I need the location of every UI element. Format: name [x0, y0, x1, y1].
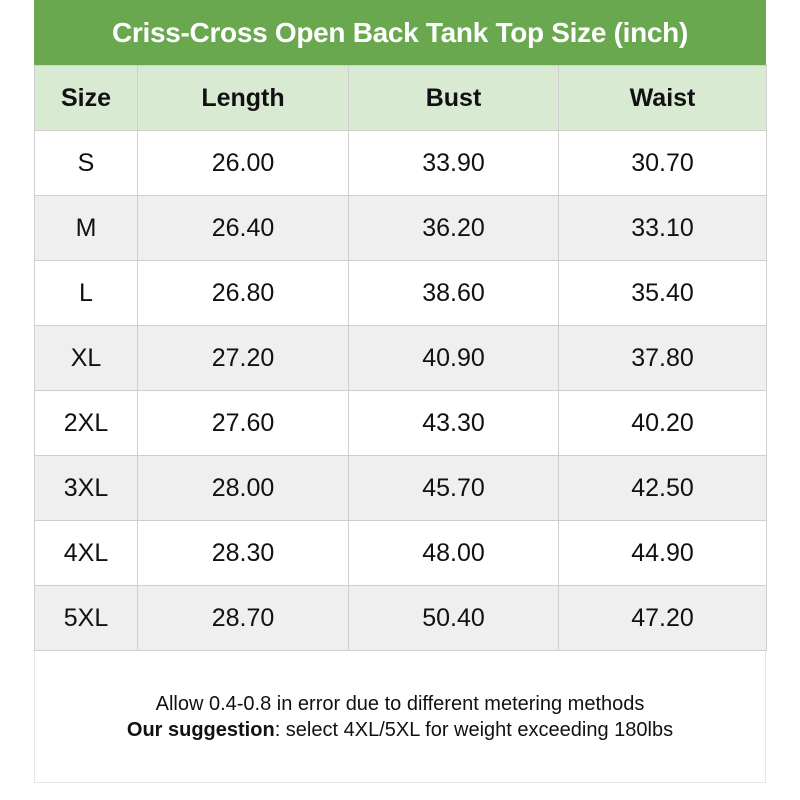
cell-length: 28.00	[137, 455, 349, 521]
suggestion-text: : select 4XL/5XL for weight exceeding 18…	[274, 718, 674, 741]
footer-notes: Allow 0.4-0.8 in error due to different …	[34, 651, 766, 783]
column-header-size: Size	[34, 65, 138, 131]
cell-size: S	[34, 130, 138, 196]
table-row: S 26.00 33.90 30.70	[34, 130, 767, 196]
cell-waist: 42.50	[558, 455, 767, 521]
table-row: 4XL 28.30 48.00 44.90	[34, 520, 767, 586]
suggestion-note: Our suggestion: select 4XL/5XL for weigh…	[127, 717, 673, 743]
chart-title: Criss-Cross Open Back Tank Top Size (inc…	[34, 0, 766, 65]
cell-length: 27.60	[137, 390, 349, 456]
cell-size: L	[34, 260, 138, 326]
table-row: 3XL 28.00 45.70 42.50	[34, 455, 767, 521]
cell-waist: 37.80	[558, 325, 767, 391]
cell-bust: 45.70	[348, 455, 559, 521]
suggestion-label: Our suggestion	[126, 718, 275, 741]
table-row: XL 27.20 40.90 37.80	[34, 325, 767, 391]
cell-waist: 35.40	[558, 260, 767, 326]
table-row: M 26.40 36.20 33.10	[34, 195, 767, 261]
cell-size: XL	[34, 325, 138, 391]
cell-size: 2XL	[34, 390, 138, 456]
cell-waist: 40.20	[558, 390, 767, 456]
cell-size: M	[34, 195, 138, 261]
table-row: 2XL 27.60 43.30 40.20	[34, 390, 767, 456]
cell-length: 26.40	[137, 195, 349, 261]
cell-waist: 44.90	[558, 520, 767, 586]
cell-length: 26.00	[137, 130, 349, 196]
cell-length: 28.30	[137, 520, 349, 586]
table-row: 5XL 28.70 50.40 47.20	[34, 585, 767, 651]
cell-bust: 38.60	[348, 260, 559, 326]
error-note: Allow 0.4-0.8 in error due to different …	[155, 692, 645, 715]
cell-bust: 40.90	[348, 325, 559, 391]
cell-waist: 30.70	[558, 130, 767, 196]
cell-bust: 50.40	[348, 585, 559, 651]
column-header-waist: Waist	[558, 65, 767, 131]
column-header-length: Length	[137, 65, 349, 131]
cell-waist: 47.20	[558, 585, 767, 651]
table-row: L 26.80 38.60 35.40	[34, 260, 767, 326]
cell-length: 28.70	[137, 585, 349, 651]
cell-length: 27.20	[137, 325, 349, 391]
header-row: Size Length Bust Waist	[34, 65, 767, 131]
size-table: Size Length Bust Waist S 26.00 33.90 30.70 M…	[34, 65, 767, 651]
cell-bust: 33.90	[348, 130, 559, 196]
cell-bust: 48.00	[348, 520, 559, 586]
size-chart: Criss-Cross Open Back Tank Top Size (inc…	[34, 0, 767, 783]
cell-bust: 43.30	[348, 390, 559, 456]
cell-size: 5XL	[34, 585, 138, 651]
cell-length: 26.80	[137, 260, 349, 326]
cell-size: 4XL	[34, 520, 138, 586]
cell-waist: 33.10	[558, 195, 767, 261]
cell-bust: 36.20	[348, 195, 559, 261]
column-header-bust: Bust	[348, 65, 559, 131]
cell-size: 3XL	[34, 455, 138, 521]
